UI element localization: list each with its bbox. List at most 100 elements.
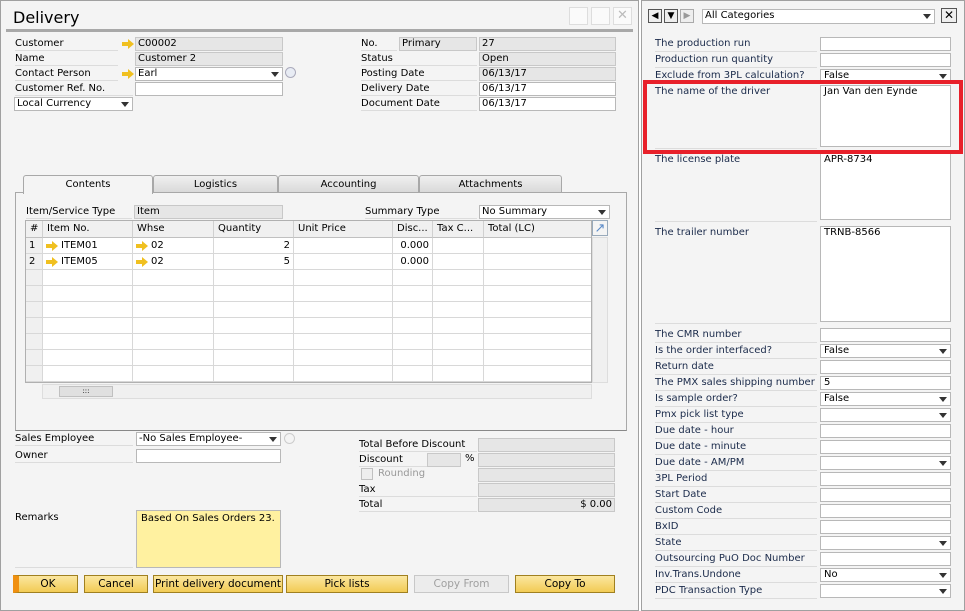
- link-arrow-icon[interactable]: [136, 257, 148, 267]
- udf-select[interactable]: False: [820, 344, 951, 358]
- empty-cell[interactable]: [484, 270, 591, 286]
- customer-field[interactable]: C00002: [135, 37, 283, 51]
- udf-field[interactable]: [820, 328, 951, 342]
- udf-field[interactable]: 5: [820, 376, 951, 390]
- empty-cell[interactable]: [433, 270, 484, 286]
- contact-select[interactable]: Earl: [135, 67, 283, 81]
- empty-cell[interactable]: [214, 318, 294, 334]
- udf-field[interactable]: [820, 520, 951, 534]
- empty-cell[interactable]: [294, 286, 393, 302]
- column-header[interactable]: Unit Price: [294, 221, 393, 238]
- empty-cell[interactable]: [43, 334, 133, 350]
- dropdown-icon[interactable]: ▼: [664, 9, 678, 23]
- udf-select[interactable]: [820, 536, 951, 550]
- discount-amount-field[interactable]: [478, 453, 615, 467]
- table-cell[interactable]: [294, 254, 393, 270]
- print-delivery-button[interactable]: Print delivery document: [153, 575, 283, 593]
- link-arrow-icon[interactable]: [136, 241, 148, 251]
- empty-cell[interactable]: [393, 302, 433, 318]
- table-cell[interactable]: 02: [133, 238, 214, 254]
- empty-cell[interactable]: [393, 350, 433, 366]
- udf-field[interactable]: [820, 552, 951, 566]
- empty-cell[interactable]: [484, 286, 591, 302]
- empty-cell[interactable]: [133, 302, 214, 318]
- table-cell[interactable]: 0.000: [393, 254, 433, 270]
- next-icon[interactable]: ▶: [680, 9, 694, 23]
- category-select[interactable]: All Categories: [702, 9, 935, 24]
- empty-cell[interactable]: [294, 270, 393, 286]
- column-header[interactable]: Disc...: [393, 221, 433, 238]
- link-arrow-icon[interactable]: [46, 241, 58, 251]
- table-cell[interactable]: [484, 238, 591, 254]
- empty-cell[interactable]: [393, 366, 433, 382]
- series-select[interactable]: Primary: [399, 37, 477, 51]
- items-grid[interactable]: # Item No. Whse Quantity Unit Price Disc... Ta…: [25, 220, 592, 383]
- discount-percent-field[interactable]: [427, 453, 461, 467]
- empty-cell[interactable]: [484, 334, 591, 350]
- empty-cell[interactable]: [133, 270, 214, 286]
- minimize-button[interactable]: [569, 7, 588, 25]
- summary-type-select[interactable]: No Summary: [479, 205, 610, 219]
- empty-cell[interactable]: [433, 318, 484, 334]
- empty-cell[interactable]: [133, 286, 214, 302]
- tab-attachments[interactable]: Attachments: [419, 175, 562, 193]
- empty-cell[interactable]: [43, 286, 133, 302]
- no-field[interactable]: 27: [479, 37, 616, 51]
- ref-field[interactable]: [135, 82, 283, 96]
- close-panel-icon[interactable]: ✕: [941, 8, 957, 23]
- empty-cell[interactable]: [133, 350, 214, 366]
- tab-accounting[interactable]: Accounting: [278, 175, 419, 193]
- udf-field[interactable]: TRNB-8566: [820, 226, 951, 322]
- currency-select[interactable]: Local Currency: [14, 97, 133, 111]
- empty-cell[interactable]: [433, 366, 484, 382]
- column-header[interactable]: Tax C...: [433, 221, 484, 238]
- vertical-scrollbar[interactable]: [592, 237, 608, 383]
- udf-field[interactable]: [820, 360, 951, 374]
- close-button[interactable]: ✕: [613, 7, 632, 25]
- table-cell[interactable]: ITEM05: [43, 254, 133, 270]
- udf-select[interactable]: False: [820, 392, 951, 406]
- empty-cell[interactable]: [214, 302, 294, 318]
- empty-cell[interactable]: [393, 270, 433, 286]
- udf-field[interactable]: [820, 37, 951, 51]
- empty-cell[interactable]: [294, 350, 393, 366]
- item-type-select[interactable]: Item: [134, 205, 283, 219]
- remarks-field[interactable]: Based On Sales Orders 23.: [136, 510, 281, 568]
- column-header[interactable]: Whse: [133, 221, 214, 238]
- udf-field[interactable]: Jan Van den Eynde: [820, 85, 951, 147]
- empty-cell[interactable]: [433, 302, 484, 318]
- column-header[interactable]: Total (LC): [484, 221, 591, 238]
- column-header[interactable]: Item No.: [43, 221, 133, 238]
- pick-lists-button[interactable]: Pick lists: [286, 575, 408, 593]
- empty-cell[interactable]: [393, 318, 433, 334]
- maximize-button[interactable]: [591, 7, 610, 25]
- udf-select[interactable]: [820, 456, 951, 470]
- udf-field[interactable]: [820, 472, 951, 486]
- link-arrow-icon[interactable]: [46, 257, 58, 267]
- udf-field[interactable]: [820, 488, 951, 502]
- empty-cell[interactable]: [294, 318, 393, 334]
- udf-select[interactable]: [820, 584, 951, 598]
- scroll-thumb[interactable]: :::: [59, 386, 113, 397]
- posting-date-field[interactable]: 06/13/17: [479, 67, 616, 81]
- name-field[interactable]: Customer 2: [135, 52, 283, 66]
- ok-button[interactable]: OK: [13, 575, 78, 593]
- udf-field[interactable]: [820, 504, 951, 518]
- empty-cell[interactable]: [294, 302, 393, 318]
- rounding-checkbox[interactable]: [361, 468, 373, 480]
- udf-field[interactable]: [820, 440, 951, 454]
- table-cell[interactable]: 2: [214, 238, 294, 254]
- link-arrow-icon[interactable]: [122, 69, 134, 79]
- empty-cell[interactable]: [484, 366, 591, 382]
- tab-contents[interactable]: Contents: [23, 175, 153, 194]
- list-icon[interactable]: [285, 67, 296, 78]
- table-cell[interactable]: 0.000: [393, 238, 433, 254]
- empty-cell[interactable]: [133, 318, 214, 334]
- tab-logistics[interactable]: Logistics: [153, 175, 278, 193]
- column-header[interactable]: Quantity: [214, 221, 294, 238]
- link-arrow-icon[interactable]: [122, 39, 134, 49]
- empty-cell[interactable]: [43, 350, 133, 366]
- empty-cell[interactable]: [43, 318, 133, 334]
- empty-cell[interactable]: [43, 366, 133, 382]
- empty-cell[interactable]: [393, 334, 433, 350]
